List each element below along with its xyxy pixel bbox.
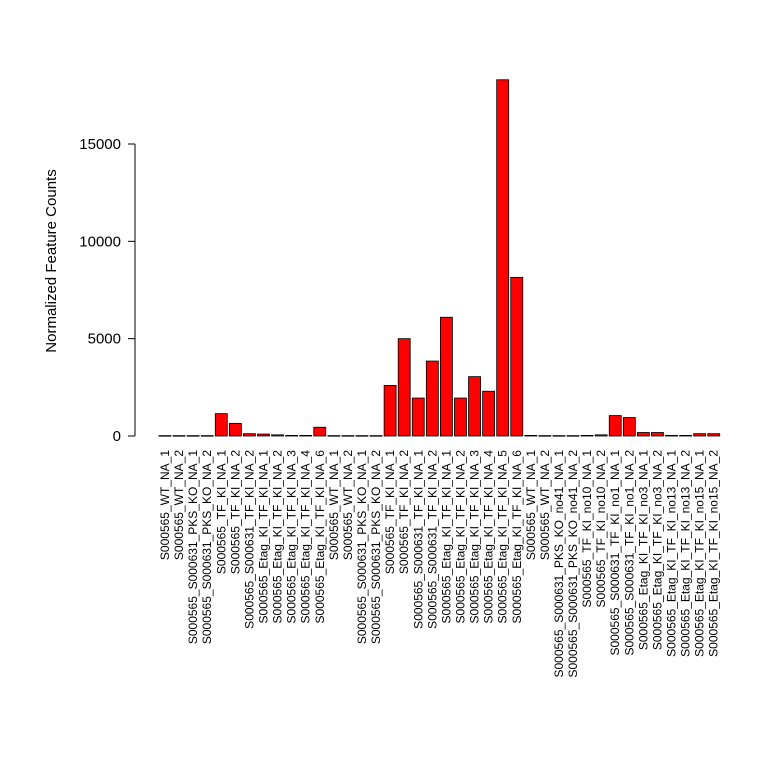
bar	[355, 435, 369, 437]
x-category-label: S000565_Etag_KI_TF_KI_NA_6	[510, 450, 524, 624]
bar	[468, 376, 481, 437]
x-category-label: S000565_TF_KI_NA_2	[397, 450, 411, 574]
bar	[172, 435, 186, 437]
x-category-label: S000565_S000631_TF_KI_NA_1	[411, 450, 425, 629]
bar	[383, 384, 397, 437]
bar	[651, 432, 664, 437]
bar	[454, 397, 467, 437]
bar	[636, 432, 650, 437]
x-category-label: S000565_S000631_PKS_KO_no41_NA_2	[566, 450, 580, 678]
x-category-label: S000565_Etag_KI_TF_KI_NA_3	[468, 450, 482, 624]
bar	[214, 413, 228, 437]
x-category-label: S000565_Etag_KI_TF_KI_NA_4	[482, 450, 496, 624]
x-category-label: S000565_WT_NA_2	[538, 450, 552, 560]
x-category-label: S000565_TF_KI_NA_1	[383, 450, 397, 574]
bar	[622, 417, 636, 437]
bar	[243, 433, 256, 437]
x-category-label: S000565_TF_KI_no10_NA_1	[580, 450, 594, 608]
x-category-label: S000565_Etag_KI_TF_KI_NA_1	[256, 450, 270, 624]
bar	[228, 422, 242, 437]
bar	[566, 435, 580, 437]
bar	[679, 435, 692, 437]
x-category-label: S000565_S000631_PKS_KO_NA_2	[200, 450, 214, 644]
x-category-label: S000565_Etag_KI_TF_KI_no13_NA_1	[665, 450, 679, 657]
bar	[439, 316, 453, 437]
x-category-label: S000565_Etag_KI_TF_KI_no15_NA_1	[693, 450, 707, 657]
y-axis: 0 5000 10000 15000	[79, 136, 136, 445]
bar	[397, 338, 411, 437]
x-category-label: S000565_S000631_PKS_KO_NA_2	[369, 450, 383, 644]
x-category-label: S000565_S000631_TF_KI_no1_NA_2	[622, 450, 636, 656]
x-category-label: S000565_Etag_KI_TF_KI_NA_5	[496, 450, 510, 624]
y-tick-label: 10000	[79, 233, 121, 250]
bar	[285, 435, 299, 437]
bar	[510, 276, 524, 437]
bar	[425, 360, 439, 437]
bar	[693, 433, 707, 437]
bar	[341, 435, 355, 437]
bar	[552, 435, 566, 437]
x-category-label: S000565_WT_NA_2	[341, 450, 355, 560]
bar	[299, 435, 313, 437]
x-category-label: S000565_Etag_KI_TF_KI_no3_NA_2	[650, 450, 664, 650]
x-category-label: S000565_WT_NA_2	[172, 450, 186, 560]
x-category-label: S000565_Etag_KI_TF_KI_NA_1	[439, 450, 453, 624]
bar	[496, 79, 510, 437]
bar	[257, 433, 270, 437]
x-category-label: S000565_Etag_KI_TF_KI_NA_3	[285, 450, 299, 624]
x-category-label: S000565_TF_KI_no10_NA_2	[594, 450, 608, 608]
y-tick-label: 5000	[88, 331, 121, 348]
bar	[411, 397, 425, 437]
x-category-label: S000565_WT_NA_1	[327, 450, 341, 560]
x-category-label: S000565_Etag_KI_TF_KI_NA_2	[453, 450, 467, 624]
bar	[707, 433, 721, 437]
x-category-label: S000565_TF_KI_NA_2	[228, 450, 242, 574]
bar	[158, 435, 172, 437]
bar	[538, 435, 552, 437]
bar	[524, 435, 538, 437]
bar	[313, 426, 327, 437]
x-category-label: S000565_Etag_KI_TF_KI_no13_NA_2	[679, 450, 693, 657]
bar	[580, 435, 594, 437]
x-category-label: S000565_WT_NA_1	[158, 450, 172, 560]
y-tick-label: 15000	[79, 136, 121, 153]
x-category-label: S000565_S000631_TF_KI_NA_2	[242, 450, 256, 629]
bar	[369, 435, 383, 437]
x-category-label: S000565_TF_KI_NA_1	[214, 450, 228, 574]
x-category-label: S000565_S000631_PKS_KO_NA_1	[186, 450, 200, 644]
x-category-label: S000565_WT_NA_1	[524, 450, 538, 560]
y-axis-label: Normalized Feature Counts	[43, 169, 60, 352]
x-category-label: S000565_S000631_TF_KI_NA_2	[425, 450, 439, 629]
bar	[608, 415, 622, 437]
x-category-label: S000565_Etag_KI_TF_KI_NA_2	[271, 450, 285, 624]
x-category-label: S000565_Etag_KI_TF_KI_NA_6	[313, 450, 327, 624]
bar	[665, 435, 678, 437]
x-category-label: S000565_S000631_PKS_KO_NA_1	[355, 450, 369, 644]
x-category-label: S000565_S000631_TF_KI_no1_NA_1	[608, 450, 622, 656]
bar	[186, 435, 200, 437]
bar	[482, 390, 496, 437]
y-tick-label: 0	[113, 428, 121, 445]
x-category-label: S000565_Etag_KI_TF_KI_no3_NA_1	[636, 450, 650, 650]
bar	[200, 435, 214, 437]
x-category-label: S000565_S000631_PKS_KO_no41_NA_1	[552, 450, 566, 678]
bars	[158, 79, 721, 437]
bar	[594, 434, 608, 437]
x-category-label: S000565_Etag_KI_TF_KI_no15_NA_2	[707, 450, 721, 657]
category-labels: S000565_WT_NA_1 S000565_WT_NA_2 S000565_S0…	[158, 450, 721, 678]
bar	[327, 435, 341, 437]
bar	[271, 434, 284, 437]
x-category-label: S000565_Etag_KI_TF_KI_NA_4	[299, 450, 313, 624]
